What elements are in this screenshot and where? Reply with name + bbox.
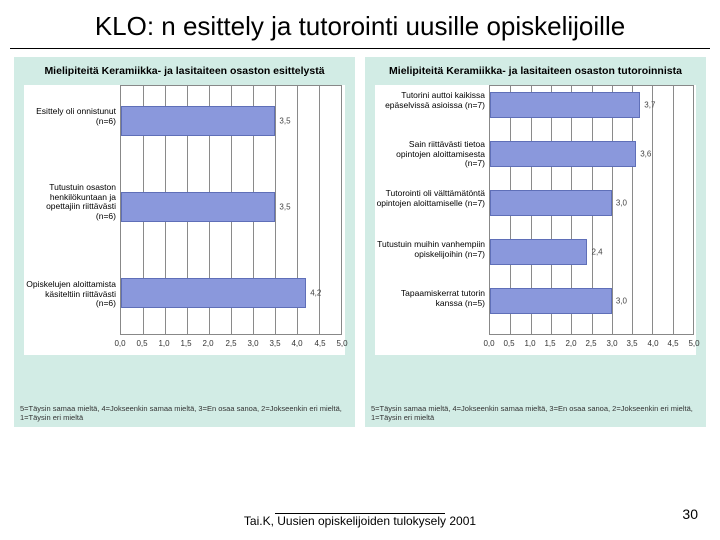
xtick: 4,0 <box>647 339 658 348</box>
chart-left-plot: Esittely oli onnistunut (n=6) Tutustuin … <box>24 85 345 355</box>
xtick: 1,5 <box>180 339 191 348</box>
xtick: 0,5 <box>503 339 514 348</box>
xtick: 4,5 <box>667 339 678 348</box>
xtick: 5,0 <box>688 339 699 348</box>
xtick: 3,5 <box>269 339 280 348</box>
xtick: 0,0 <box>114 339 125 348</box>
chart-right-bar-4 <box>490 288 612 314</box>
xtick: 2,5 <box>225 339 236 348</box>
chart-right-title: Mielipiteitä Keramiikka- ja lasitaiteen … <box>371 65 700 78</box>
chart-right-ylabel-3: Tutustuin muihin vanhempiin opiskelijoih… <box>375 240 485 259</box>
chart-left-title: Mielipiteitä Keramiikka- ja lasitaiteen … <box>20 65 349 78</box>
xtick: 3,5 <box>626 339 637 348</box>
xtick: 2,5 <box>585 339 596 348</box>
slide-title: KLO: n esittely ja tutorointi uusille op… <box>0 0 720 46</box>
chart-right-bar-3 <box>490 239 587 265</box>
chart-right-plot-area: 3,7 3,6 3,0 2,4 3,0 <box>489 85 694 335</box>
xtick: 1,5 <box>544 339 555 348</box>
chart-right-bar-label-2: 3,0 <box>616 199 627 208</box>
xtick: 1,0 <box>158 339 169 348</box>
xtick: 0,5 <box>136 339 147 348</box>
chart-right-bar-label-4: 3,0 <box>616 297 627 306</box>
title-rule <box>10 48 710 49</box>
xtick: 4,0 <box>291 339 302 348</box>
chart-left-bar-2 <box>121 278 306 308</box>
xtick: 5,0 <box>336 339 347 348</box>
xtick: 2,0 <box>202 339 213 348</box>
page-number: 30 <box>682 506 698 522</box>
chart-right-bar-label-1: 3,6 <box>640 150 651 159</box>
chart-right-ylabel-0: Tutorini auttoi kaikissa epäselvissä asi… <box>375 91 485 110</box>
chart-left-ylabel-1: Tutustuin osaston henkilökuntaan ja opet… <box>24 183 116 220</box>
footer: Tai.K, Uusien opiskelijoiden tulokysely … <box>0 513 720 528</box>
chart-left-bar-label-2: 4,2 <box>310 289 321 298</box>
chart-right-plot: Tutorini auttoi kaikissa epäselvissä asi… <box>375 85 696 355</box>
chart-left-plot-area: 3,5 3,5 4,2 <box>120 85 342 335</box>
chart-right-ylabel-2: Tutorointi oli välttämätöntä opintojen a… <box>375 189 485 208</box>
chart-left-bar-label-0: 3,5 <box>279 117 290 126</box>
chart-right-bar-1 <box>490 141 636 167</box>
chart-right-ylabel-4: Tapaamiskerrat tutorin kanssa (n=5) <box>375 289 485 308</box>
chart-left-bar-0 <box>121 106 275 136</box>
chart-right-bar-0 <box>490 92 640 118</box>
xtick: 0,0 <box>483 339 494 348</box>
chart-right-ylabel-1: Sain riittävästi tietoa opintojen aloitt… <box>375 140 485 168</box>
chart-left-ylabel-0: Esittely oli onnistunut (n=6) <box>24 107 116 126</box>
charts-row: Mielipiteitä Keramiikka- ja lasitaiteen … <box>0 57 720 427</box>
chart-right-note: 5=Täysin samaa mieltä, 4=Jokseenkin sama… <box>371 405 700 422</box>
xtick: 3,0 <box>247 339 258 348</box>
chart-left-note: 5=Täysin samaa mieltä, 4=Jokseenkin sama… <box>20 405 349 422</box>
chart-left-bar-label-1: 3,5 <box>279 203 290 212</box>
footer-source: Tai.K, Uusien opiskelijoiden tulokysely … <box>0 514 720 528</box>
chart-left: Mielipiteitä Keramiikka- ja lasitaiteen … <box>14 57 355 427</box>
xtick: 4,5 <box>314 339 325 348</box>
chart-right-bar-2 <box>490 190 612 216</box>
chart-left-bar-1 <box>121 192 275 222</box>
chart-left-ylabel-2: Opiskelujen aloittamista käsiteltiin rii… <box>24 280 116 308</box>
xtick: 2,0 <box>565 339 576 348</box>
chart-right-bar-label-3: 2,4 <box>592 248 603 257</box>
xtick: 3,0 <box>606 339 617 348</box>
chart-right-bar-label-0: 3,7 <box>644 101 655 110</box>
chart-right: Mielipiteitä Keramiikka- ja lasitaiteen … <box>365 57 706 427</box>
xtick: 1,0 <box>524 339 535 348</box>
